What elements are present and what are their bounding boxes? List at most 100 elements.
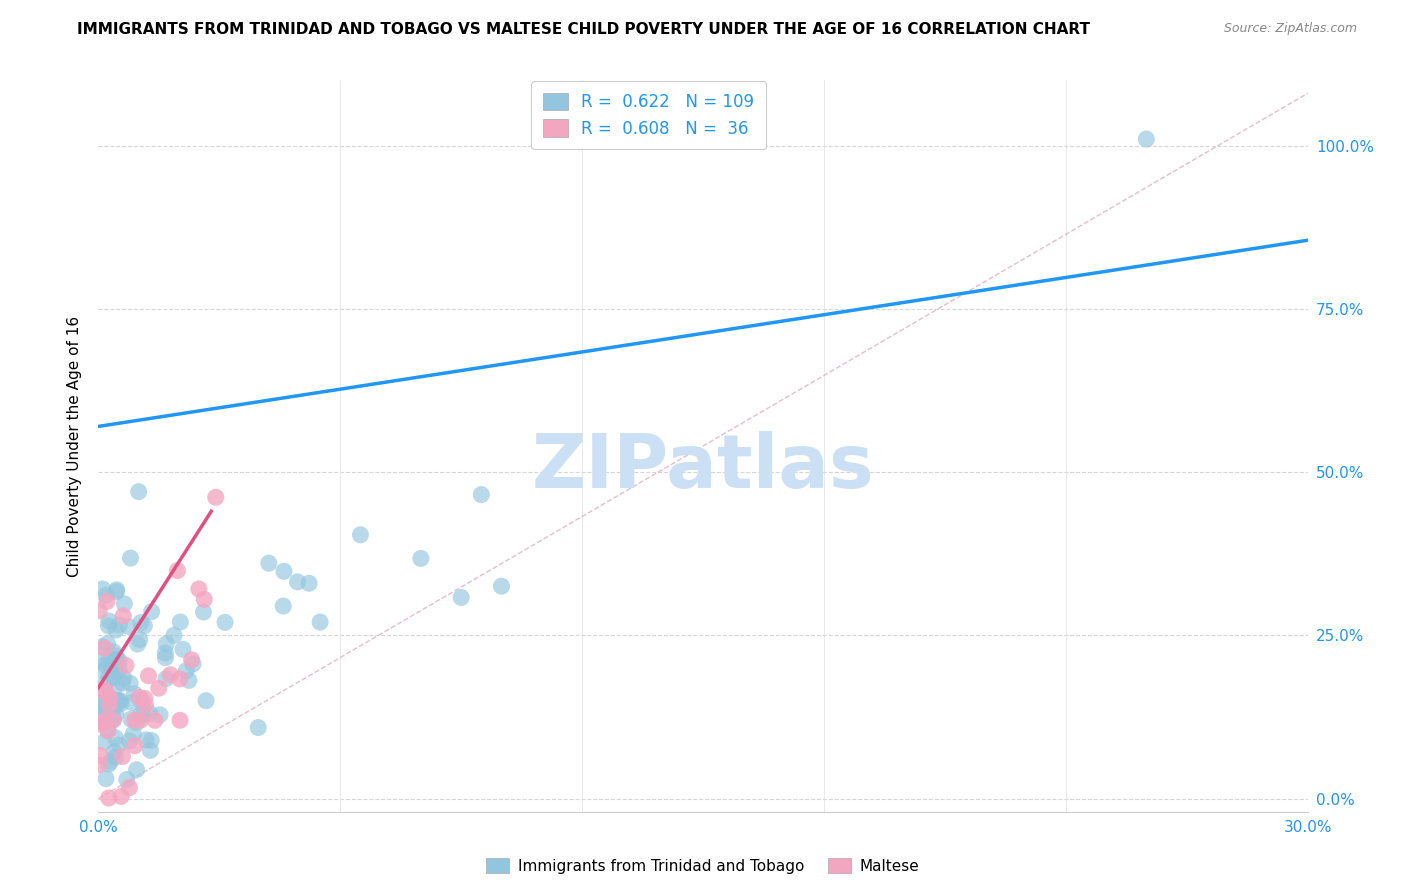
Point bbox=[98, 652, 121, 666]
Legend: Immigrants from Trinidad and Tobago, Maltese: Immigrants from Trinidad and Tobago, Mal… bbox=[481, 852, 925, 880]
Point bbox=[409, 551, 432, 566]
Point bbox=[96, 713, 118, 727]
Point bbox=[103, 712, 125, 726]
Point bbox=[105, 584, 128, 599]
Point bbox=[110, 697, 132, 711]
Point bbox=[118, 734, 141, 748]
Point bbox=[110, 789, 132, 804]
Point bbox=[90, 707, 112, 722]
Point bbox=[105, 665, 128, 679]
Point bbox=[128, 632, 150, 647]
Point bbox=[120, 712, 142, 726]
Point bbox=[135, 732, 157, 747]
Point bbox=[112, 609, 135, 624]
Point bbox=[105, 652, 128, 666]
Point bbox=[98, 755, 121, 769]
Point bbox=[97, 757, 120, 772]
Point bbox=[349, 528, 371, 542]
Point bbox=[89, 683, 111, 698]
Point bbox=[247, 721, 270, 735]
Point bbox=[100, 710, 122, 724]
Point bbox=[101, 694, 124, 708]
Point bbox=[103, 645, 125, 659]
Point bbox=[115, 772, 138, 787]
Point bbox=[129, 615, 152, 630]
Point bbox=[112, 597, 135, 611]
Point bbox=[169, 615, 191, 629]
Point bbox=[127, 637, 149, 651]
Point bbox=[470, 487, 492, 501]
Point bbox=[107, 696, 129, 710]
Point bbox=[134, 691, 156, 706]
Point bbox=[104, 623, 127, 637]
Y-axis label: Child Poverty Under the Age of 16: Child Poverty Under the Age of 16 bbox=[66, 316, 82, 576]
Point bbox=[195, 694, 218, 708]
Point bbox=[149, 707, 172, 722]
Point bbox=[120, 551, 142, 566]
Point bbox=[103, 671, 125, 685]
Point bbox=[129, 714, 152, 728]
Point bbox=[128, 484, 150, 499]
Point bbox=[101, 714, 124, 728]
Point bbox=[87, 757, 110, 772]
Point bbox=[108, 738, 131, 752]
Point bbox=[100, 661, 122, 675]
Point bbox=[141, 605, 163, 619]
Point bbox=[104, 648, 127, 663]
Point bbox=[177, 673, 200, 688]
Point bbox=[121, 696, 143, 710]
Point bbox=[273, 564, 295, 578]
Point bbox=[128, 690, 150, 705]
Point bbox=[124, 739, 146, 753]
Point bbox=[271, 599, 294, 613]
Point bbox=[91, 640, 114, 654]
Point bbox=[139, 706, 162, 721]
Point bbox=[94, 714, 117, 728]
Point bbox=[89, 710, 111, 724]
Point bbox=[90, 694, 112, 708]
Point bbox=[89, 716, 111, 731]
Point bbox=[94, 657, 117, 672]
Point bbox=[110, 694, 132, 708]
Point bbox=[108, 654, 131, 668]
Point bbox=[97, 614, 120, 628]
Point bbox=[257, 556, 280, 570]
Point bbox=[94, 588, 117, 602]
Point bbox=[159, 667, 181, 681]
Point bbox=[172, 642, 194, 657]
Point bbox=[94, 772, 117, 786]
Point bbox=[155, 637, 177, 651]
Point bbox=[104, 694, 127, 708]
Point bbox=[187, 582, 209, 596]
Point bbox=[169, 714, 191, 728]
Point bbox=[122, 727, 145, 741]
Point bbox=[111, 749, 134, 764]
Point bbox=[103, 702, 125, 716]
Point bbox=[107, 694, 129, 708]
Point bbox=[193, 605, 215, 619]
Point bbox=[134, 619, 156, 633]
Point bbox=[122, 687, 145, 701]
Point bbox=[118, 780, 141, 795]
Text: ZIPatlas: ZIPatlas bbox=[531, 432, 875, 505]
Point bbox=[155, 646, 177, 660]
Point bbox=[112, 671, 135, 685]
Point bbox=[108, 618, 131, 632]
Point bbox=[98, 690, 121, 705]
Point bbox=[309, 615, 332, 629]
Point bbox=[148, 681, 170, 696]
Point bbox=[108, 663, 131, 677]
Point bbox=[93, 641, 115, 656]
Point bbox=[97, 619, 120, 633]
Point bbox=[89, 705, 111, 719]
Point bbox=[120, 676, 142, 690]
Point bbox=[96, 636, 118, 650]
Point bbox=[155, 650, 177, 665]
Point bbox=[174, 664, 197, 678]
Point bbox=[93, 715, 115, 730]
Point bbox=[90, 696, 112, 710]
Text: Source: ZipAtlas.com: Source: ZipAtlas.com bbox=[1223, 22, 1357, 36]
Point bbox=[124, 714, 146, 728]
Point bbox=[132, 707, 155, 722]
Point bbox=[134, 698, 156, 712]
